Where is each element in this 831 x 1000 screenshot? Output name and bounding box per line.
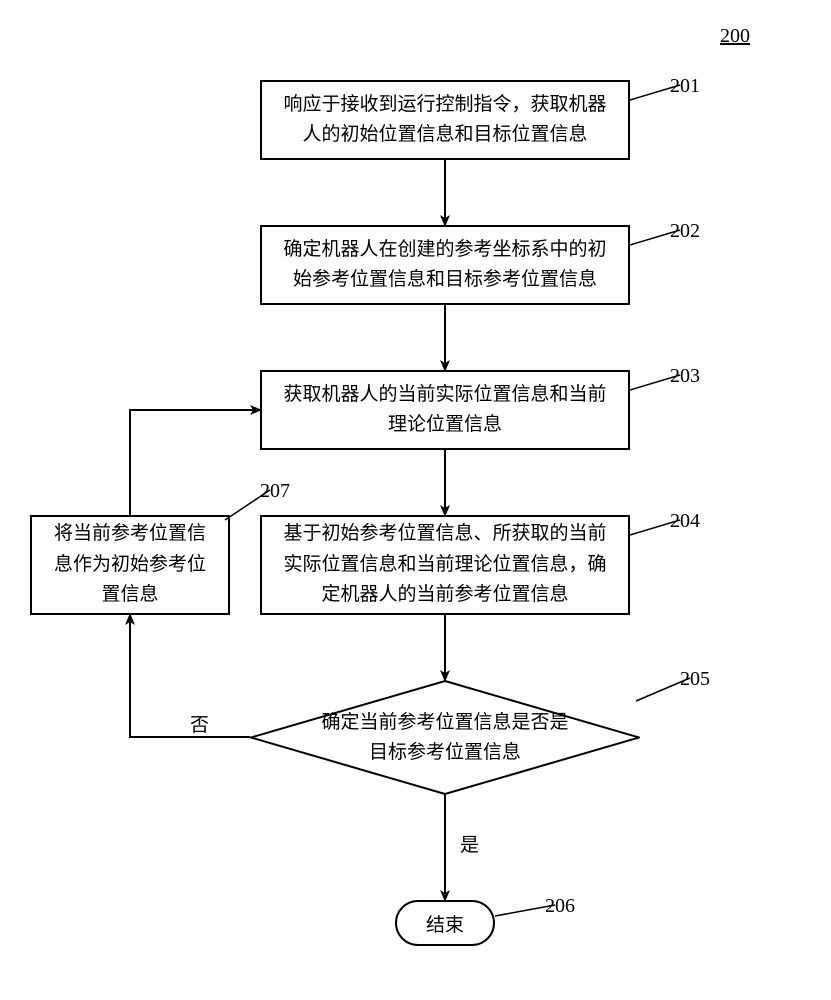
node-206-text: 结束	[426, 910, 464, 937]
ref-201: 201	[670, 75, 700, 98]
flowchart-canvas: 200 响应于接收到运行控制指令，获取机器人的初始位置信息和目标位置信息 确定机…	[0, 0, 831, 1000]
edge-label-no: 否	[190, 710, 209, 737]
node-207-text: 将当前参考位置信息作为初始参考位置信息	[46, 519, 214, 610]
ref-204: 204	[670, 510, 700, 533]
ref-205: 205	[680, 668, 710, 691]
ref-202: 202	[670, 220, 700, 243]
node-204: 基于初始参考位置信息、所获取的当前实际位置信息和当前理论位置信息，确定机器人的当…	[260, 515, 630, 615]
node-203: 获取机器人的当前实际位置信息和当前理论位置信息	[260, 370, 630, 450]
node-207: 将当前参考位置信息作为初始参考位置信息	[30, 515, 230, 615]
node-205-text: 确定当前参考位置信息是否是目标参考位置信息	[320, 708, 570, 767]
node-202-text: 确定机器人在创建的参考坐标系中的初始参考位置信息和目标参考位置信息	[276, 235, 614, 296]
node-203-text: 获取机器人的当前实际位置信息和当前理论位置信息	[276, 380, 614, 441]
ref-207: 207	[260, 480, 290, 503]
diagram-ref: 200	[720, 25, 750, 48]
node-202: 确定机器人在创建的参考坐标系中的初始参考位置信息和目标参考位置信息	[260, 225, 630, 305]
edge-label-yes: 是	[460, 830, 479, 857]
node-206: 结束	[395, 900, 495, 946]
node-204-text: 基于初始参考位置信息、所获取的当前实际位置信息和当前理论位置信息，确定机器人的当…	[276, 519, 614, 610]
ref-203: 203	[670, 365, 700, 388]
node-201-text: 响应于接收到运行控制指令，获取机器人的初始位置信息和目标位置信息	[276, 90, 614, 151]
ref-206: 206	[545, 895, 575, 918]
node-205: 确定当前参考位置信息是否是目标参考位置信息	[250, 680, 640, 795]
node-201: 响应于接收到运行控制指令，获取机器人的初始位置信息和目标位置信息	[260, 80, 630, 160]
